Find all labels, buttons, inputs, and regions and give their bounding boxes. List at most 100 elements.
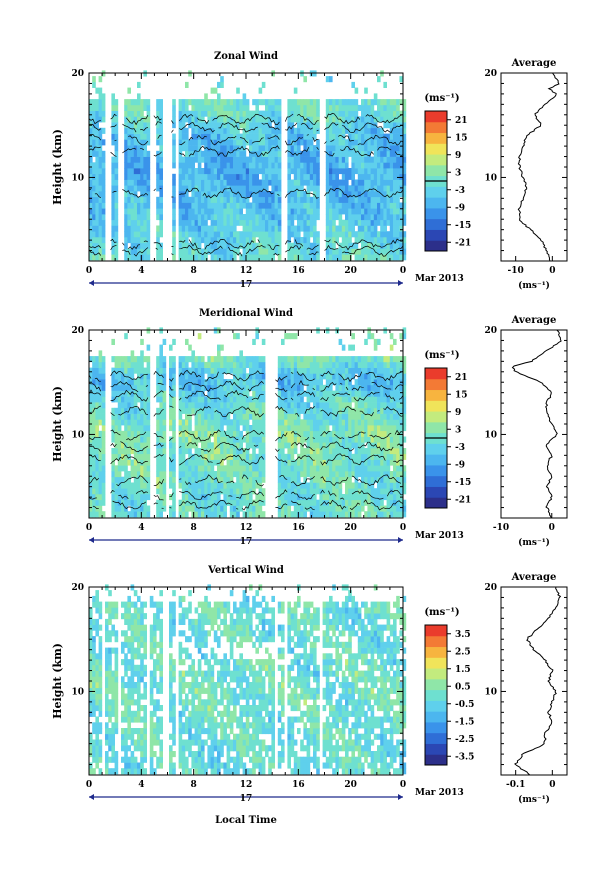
- heatmap-cell: [213, 379, 218, 386]
- heatmap-cell: [181, 208, 186, 215]
- heatmap-cell: [178, 499, 183, 506]
- heatmap-cell: [258, 214, 263, 221]
- heatmap-cell: [287, 471, 291, 478]
- heatmap-cell: [197, 191, 202, 198]
- heatmap-cell: [140, 499, 144, 506]
- heatmap-cell: [281, 356, 285, 363]
- heatmap-cell: [380, 384, 384, 391]
- heatmap-cell: [383, 116, 387, 123]
- heatmap-cell: [399, 333, 403, 340]
- heatmap-cell: [162, 419, 167, 426]
- heatmap-cell: [300, 488, 304, 495]
- heatmap-cell: [204, 242, 208, 249]
- heatmap-cell: [213, 361, 218, 368]
- heatmap-cell: [306, 396, 311, 403]
- heatmap-cell: [389, 425, 394, 432]
- heatmap-cell: [210, 505, 215, 512]
- heatmap-cell: [300, 110, 304, 117]
- heatmap-cell: [351, 453, 355, 460]
- heatmap-cell: [172, 116, 176, 123]
- heatmap-cell: [274, 208, 279, 215]
- heatmap-cell: [300, 407, 304, 414]
- heatmap-cell: [274, 185, 279, 192]
- heatmap-cell: [156, 122, 160, 129]
- heatmap-cell: [383, 373, 387, 380]
- heatmap-cell: [393, 505, 397, 512]
- heatmap-cell: [386, 133, 391, 140]
- heatmap-cell: [373, 442, 378, 449]
- heatmap-cell: [98, 499, 103, 506]
- heatmap-cell: [210, 407, 215, 414]
- heatmap-cell: [367, 379, 371, 386]
- heatmap-cell: [309, 196, 314, 203]
- heatmap-cell: [114, 407, 119, 414]
- heatmap-cell: [101, 185, 106, 192]
- heatmap-cell: [335, 442, 339, 449]
- heatmap-cell: [111, 185, 115, 192]
- heatmap-cell: [226, 407, 231, 414]
- heatmap-cell: [249, 465, 253, 472]
- heatmap-cell: [389, 344, 394, 351]
- heatmap-cell: [341, 402, 346, 409]
- heatmap-cell: [367, 430, 371, 437]
- heatmap-cell: [137, 168, 141, 175]
- heatmap-cell: [143, 390, 147, 397]
- heatmap-cell: [306, 453, 311, 460]
- heatmap-cell: [130, 390, 135, 397]
- heatmap-cell: [255, 231, 259, 238]
- heatmap-cell: [181, 436, 186, 443]
- heatmap-cell: [274, 219, 279, 226]
- heatmap-cell: [373, 390, 378, 397]
- heatmap-cell: [223, 471, 227, 478]
- heatmap-cell: [233, 494, 237, 501]
- heatmap-cell: [268, 202, 272, 209]
- heatmap-cell: [121, 505, 125, 512]
- heatmap-cell: [329, 453, 333, 460]
- heatmap-cell: [223, 476, 227, 483]
- heatmap-cell: [236, 511, 240, 518]
- heatmap-cell: [293, 505, 298, 512]
- heatmap-cell: [284, 379, 288, 386]
- heatmap-cell: [98, 413, 103, 420]
- heatmap-cell: [313, 185, 317, 192]
- heatmap-cell: [341, 448, 346, 455]
- heatmap-cell: [185, 413, 189, 420]
- heatmap-cell: [242, 196, 247, 203]
- heatmap-cell: [114, 127, 119, 134]
- heatmap-cell: [92, 425, 96, 432]
- heatmap-cell: [316, 407, 320, 414]
- heatmap-cell: [367, 179, 371, 186]
- heatmap-cell: [207, 145, 211, 152]
- heatmap-cell: [261, 419, 266, 426]
- heatmap-cell: [92, 162, 96, 169]
- heatmap-cell: [322, 505, 327, 512]
- heatmap-cell: [137, 356, 141, 363]
- heatmap-cell: [255, 413, 259, 420]
- heatmap-cell: [223, 214, 227, 221]
- heatmap-cell: [370, 407, 375, 414]
- heatmap-cell: [162, 413, 167, 420]
- heatmap-cell: [101, 231, 106, 238]
- heatmap-cell: [101, 242, 106, 249]
- heatmap-cell: [399, 488, 403, 495]
- heatmap-cell: [127, 471, 131, 478]
- heatmap-cell: [300, 402, 304, 409]
- heatmap-cell: [329, 208, 333, 215]
- heatmap-cell: [306, 436, 311, 443]
- heatmap-cell: [172, 145, 176, 152]
- heatmap-cell: [402, 208, 407, 215]
- heatmap-cell: [277, 448, 282, 455]
- heatmap-cell: [239, 361, 243, 368]
- heatmap-cell: [146, 448, 151, 455]
- heatmap-cell: [146, 191, 151, 198]
- heatmap-cell: [95, 390, 99, 397]
- heatmap-cell: [351, 173, 355, 180]
- heatmap-cell: [377, 173, 381, 180]
- heatmap-cell: [367, 162, 371, 169]
- heatmap-cell: [197, 494, 202, 501]
- heatmap-cell: [95, 361, 99, 368]
- heatmap-cell: [178, 511, 183, 518]
- heatmap-cell: [268, 162, 272, 169]
- heatmap-cell: [146, 436, 151, 443]
- heatmap-cell: [341, 361, 346, 368]
